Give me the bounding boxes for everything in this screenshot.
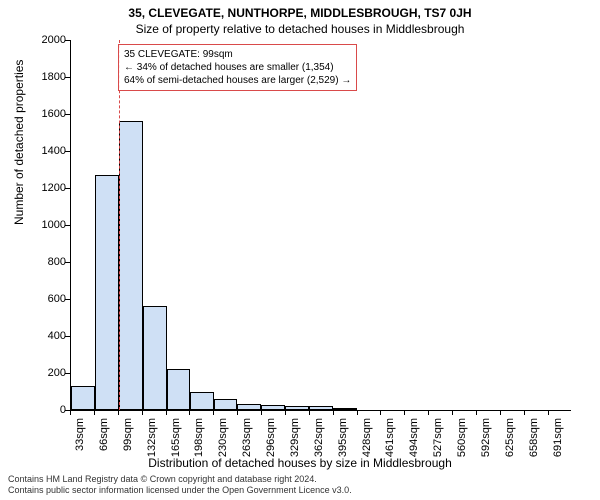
x-tick-mark	[166, 410, 167, 415]
histogram-bar	[237, 404, 261, 410]
y-tick-label: 1000	[30, 220, 66, 230]
x-tick-mark	[189, 410, 190, 415]
x-tick-mark	[357, 410, 358, 415]
x-axis-label: Distribution of detached houses by size …	[0, 456, 600, 470]
histogram-bar	[95, 175, 119, 410]
chart-root: 35, CLEVEGATE, NUNTHORPE, MIDDLESBROUGH,…	[0, 0, 600, 500]
y-tick-label: 400	[30, 331, 66, 341]
x-tick-mark	[237, 410, 238, 415]
footer-line: Contains HM Land Registry data © Crown c…	[8, 474, 352, 485]
x-tick-mark	[333, 410, 334, 415]
y-axis-label: Number of detached properties	[12, 60, 26, 225]
y-tick-label: 200	[30, 368, 66, 378]
histogram-bar	[167, 369, 191, 410]
y-tick-label: 1200	[30, 183, 66, 193]
x-tick-mark	[70, 410, 71, 415]
x-tick-mark	[404, 410, 405, 415]
x-tick-mark	[213, 410, 214, 415]
histogram-bar	[285, 406, 309, 410]
y-tick-label: 1400	[30, 146, 66, 156]
histogram-bar	[119, 121, 143, 410]
x-tick-mark	[118, 410, 119, 415]
x-tick-mark	[380, 410, 381, 415]
histogram-bar	[261, 405, 285, 410]
x-tick-mark	[261, 410, 262, 415]
y-tick-label: 800	[30, 257, 66, 267]
annotation-line: 35 CLEVEGATE: 99sqm	[124, 48, 351, 61]
annotation-line: ← 34% of detached houses are smaller (1,…	[124, 61, 351, 74]
x-tick-mark	[309, 410, 310, 415]
y-tick-label: 1600	[30, 109, 66, 119]
footer-attribution: Contains HM Land Registry data © Crown c…	[8, 474, 352, 496]
histogram-bar	[71, 386, 95, 410]
x-tick-mark	[428, 410, 429, 415]
y-tick-label: 2000	[30, 35, 66, 45]
histogram-bar	[214, 399, 238, 410]
x-tick-mark	[548, 410, 549, 415]
x-tick-mark	[524, 410, 525, 415]
x-tick-mark	[142, 410, 143, 415]
x-tick-mark	[94, 410, 95, 415]
annotation-box: 35 CLEVEGATE: 99sqm ← 34% of detached ho…	[118, 44, 357, 91]
x-tick-mark	[452, 410, 453, 415]
highlight-line	[119, 40, 120, 410]
x-tick-mark	[285, 410, 286, 415]
plot-area	[70, 40, 571, 411]
footer-line: Contains public sector information licen…	[8, 485, 352, 496]
x-tick-mark	[476, 410, 477, 415]
x-tick-mark	[500, 410, 501, 415]
y-tick-label: 600	[30, 294, 66, 304]
chart-title-secondary: Size of property relative to detached ho…	[0, 22, 600, 36]
histogram-bar	[190, 392, 214, 411]
y-tick-label: 0	[30, 405, 66, 415]
annotation-line: 64% of semi-detached houses are larger (…	[124, 74, 351, 87]
histogram-bar	[333, 408, 357, 410]
histogram-bar	[309, 406, 333, 410]
chart-title-primary: 35, CLEVEGATE, NUNTHORPE, MIDDLESBROUGH,…	[0, 6, 600, 20]
histogram-bar	[143, 306, 167, 410]
y-tick-label: 1800	[30, 72, 66, 82]
